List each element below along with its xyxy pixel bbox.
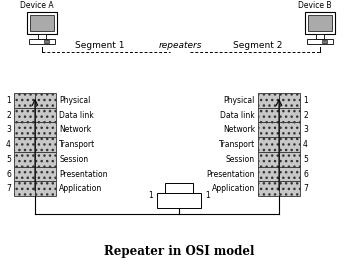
Bar	[27, 12, 57, 34]
Text: Application: Application	[59, 184, 102, 193]
Text: Session: Session	[226, 155, 255, 164]
Bar	[258, 108, 279, 122]
Bar	[307, 39, 333, 44]
Bar	[14, 93, 35, 108]
Bar	[258, 122, 279, 137]
Text: Transport: Transport	[59, 140, 95, 149]
Bar	[35, 167, 56, 181]
Text: Data link: Data link	[220, 110, 255, 120]
Text: 3: 3	[303, 125, 308, 134]
Text: 4: 4	[6, 140, 11, 149]
Bar	[35, 181, 56, 196]
Text: 7: 7	[303, 184, 308, 193]
Text: 3: 3	[6, 125, 11, 134]
Text: 2: 2	[303, 110, 308, 120]
Bar	[279, 181, 300, 196]
Text: Transport: Transport	[219, 140, 255, 149]
Bar	[279, 167, 300, 181]
Bar	[14, 152, 35, 167]
Text: 1: 1	[148, 191, 153, 200]
Bar	[14, 181, 35, 196]
Bar	[279, 137, 300, 152]
Text: 5: 5	[303, 155, 308, 164]
Bar	[258, 93, 279, 108]
Text: 2: 2	[6, 110, 11, 120]
Bar	[38, 34, 46, 39]
Bar	[44, 40, 49, 43]
Bar	[14, 167, 35, 181]
Bar	[35, 93, 56, 108]
Bar	[35, 122, 56, 137]
Text: Session: Session	[59, 155, 88, 164]
Bar	[14, 137, 35, 152]
Text: repeaters: repeaters	[158, 41, 202, 50]
Text: Repeater in OSI model: Repeater in OSI model	[104, 245, 254, 258]
Text: 4: 4	[303, 140, 308, 149]
Bar	[35, 137, 56, 152]
Bar	[322, 40, 327, 43]
Bar	[258, 137, 279, 152]
Text: Segment 1: Segment 1	[75, 41, 125, 50]
Text: Segment 2: Segment 2	[233, 41, 283, 50]
Bar	[279, 108, 300, 122]
Bar	[308, 15, 332, 31]
Text: Physical: Physical	[224, 96, 255, 105]
Bar	[279, 152, 300, 167]
Text: Network: Network	[223, 125, 255, 134]
Text: 1: 1	[303, 96, 308, 105]
Text: 1: 1	[205, 191, 210, 200]
Text: Application: Application	[212, 184, 255, 193]
Bar	[279, 93, 300, 108]
Text: Data link: Data link	[59, 110, 94, 120]
Text: Presentation: Presentation	[59, 170, 107, 178]
Bar	[165, 183, 193, 193]
Bar	[305, 12, 335, 34]
Bar	[14, 122, 35, 137]
Bar	[35, 108, 56, 122]
Text: 6: 6	[303, 170, 308, 178]
Text: Physical: Physical	[59, 96, 90, 105]
Bar	[157, 193, 201, 209]
Bar	[279, 122, 300, 137]
Bar	[258, 167, 279, 181]
Bar	[316, 34, 324, 39]
Bar	[258, 181, 279, 196]
Bar	[30, 15, 54, 31]
Text: Network: Network	[59, 125, 91, 134]
Bar	[258, 152, 279, 167]
Bar	[14, 108, 35, 122]
Bar	[35, 152, 56, 167]
Text: 1: 1	[6, 96, 11, 105]
Text: Device B: Device B	[298, 1, 331, 10]
Text: 6: 6	[6, 170, 11, 178]
Bar	[29, 39, 55, 44]
Text: Presentation: Presentation	[206, 170, 255, 178]
Text: Device A: Device A	[20, 1, 53, 10]
Text: 5: 5	[6, 155, 11, 164]
Text: 7: 7	[6, 184, 11, 193]
